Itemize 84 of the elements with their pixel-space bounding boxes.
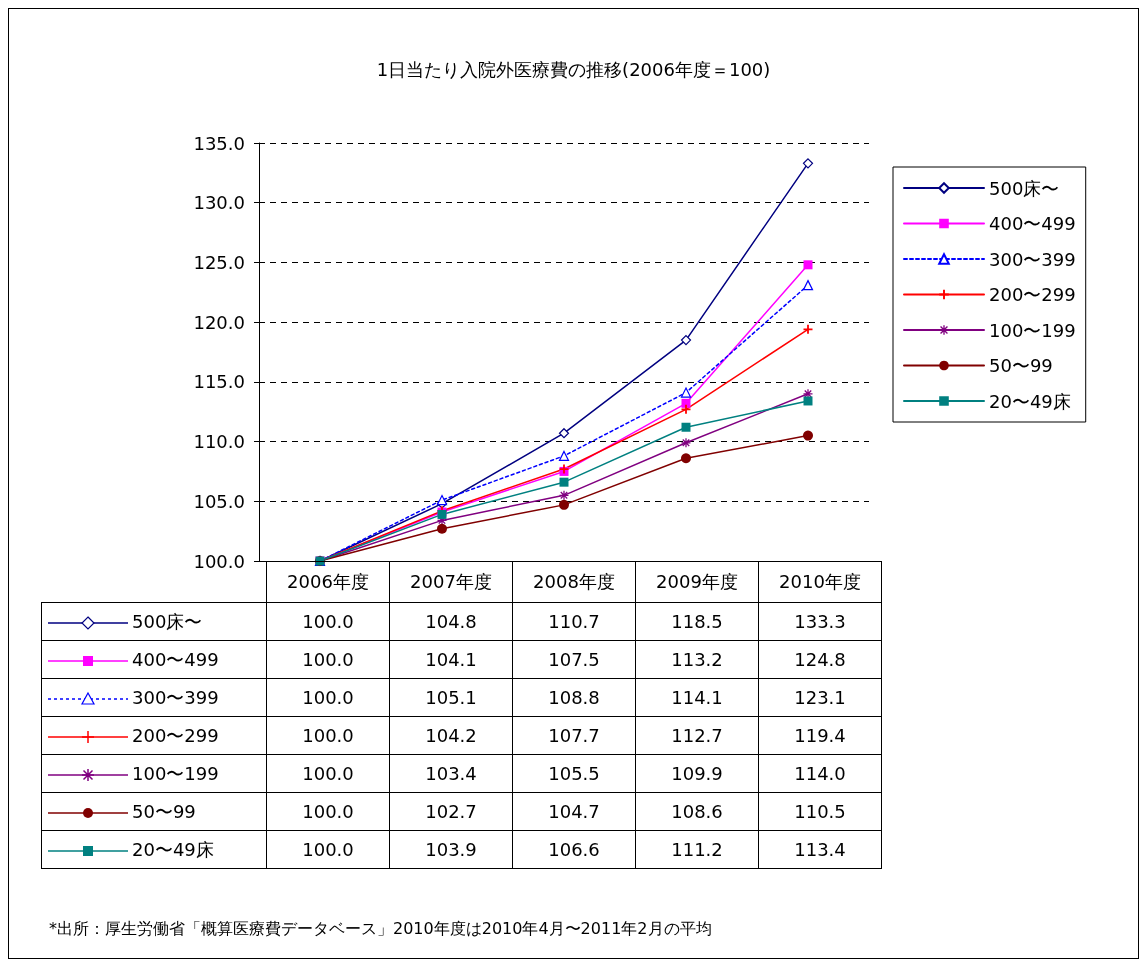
point — [802, 280, 814, 291]
point — [437, 523, 447, 534]
legend-label: 500床〜 — [132, 610, 203, 632]
point — [559, 499, 569, 510]
data-label: 112.7 — [635, 716, 759, 755]
x-tick-label: 2006年度 — [266, 561, 390, 603]
y-tick-label: 135.0 — [193, 132, 245, 154]
x-tick-label: 2007年度 — [389, 561, 513, 603]
data-label: 104.1 — [389, 640, 513, 679]
x-tick-label: 2010年度 — [758, 561, 882, 603]
point — [681, 422, 691, 432]
y-tick-label: 120.0 — [193, 311, 245, 333]
text: 400〜499 — [989, 213, 1076, 234]
text: *出所：厚生労働省「概算医療費データベース」2010年度は2010年4月〜2011年2月の平均 — [49, 919, 712, 940]
legend-label: 400〜499 — [132, 648, 219, 670]
text: 20〜49床 — [132, 838, 214, 860]
legend-label: 20〜49床 — [989, 390, 1071, 412]
data-label: 100.0 — [266, 792, 390, 831]
data-label: 105.5 — [512, 754, 636, 793]
data-label: 110.7 — [512, 602, 636, 641]
point — [559, 477, 569, 487]
legend-label: 300〜399 — [132, 686, 219, 708]
data-label: 113.2 — [635, 640, 759, 679]
point — [681, 453, 691, 464]
data-label: 104.8 — [389, 602, 513, 641]
data-label: 100.0 — [266, 716, 390, 755]
point — [681, 398, 691, 408]
y-tick-label: 115.0 — [193, 371, 245, 393]
point — [802, 158, 814, 169]
data-label: 114.0 — [758, 754, 882, 793]
data-label: 105.1 — [389, 678, 513, 717]
point — [559, 490, 569, 500]
point — [680, 387, 692, 398]
data-label: 107.7 — [512, 716, 636, 755]
x-tick-label: 2008年度 — [512, 561, 636, 603]
text: 100〜199 — [132, 762, 219, 784]
point — [803, 324, 813, 334]
text: 50〜99 — [132, 800, 196, 822]
legend-label: 100〜199 — [989, 319, 1076, 341]
data-label: 100.0 — [266, 678, 390, 717]
point — [803, 430, 813, 441]
y-tick-label: 125.0 — [193, 251, 245, 273]
data-label: 104.2 — [389, 716, 513, 755]
point — [680, 334, 692, 346]
data-label: 123.1 — [758, 678, 882, 717]
data-label: 111.2 — [635, 830, 759, 869]
text: 200〜299 — [132, 724, 219, 746]
legend-label: 200〜299 — [989, 284, 1076, 305]
x-tick-label: 2009年度 — [635, 561, 759, 603]
point — [803, 396, 813, 406]
data-label: 106.6 — [512, 830, 636, 869]
text: 300〜399 — [989, 248, 1076, 270]
data-label: 100.0 — [266, 602, 390, 641]
y-tick-label: 105.0 — [193, 490, 245, 512]
chart-title: 1日当たり入院外医療費の推移(2006年度＝100) — [376, 58, 771, 80]
data-label: 118.5 — [635, 602, 759, 641]
data-label: 133.3 — [758, 602, 882, 641]
data-label: 103.9 — [389, 830, 513, 869]
point — [681, 404, 691, 414]
y-tick-label: 130.0 — [193, 192, 245, 214]
legend-label: 50〜99 — [989, 355, 1053, 376]
data-label: 100.0 — [266, 754, 390, 793]
point — [803, 260, 813, 270]
data-label: 107.5 — [512, 640, 636, 679]
data-label: 103.4 — [389, 754, 513, 793]
data-label: 102.7 — [389, 792, 513, 831]
data-label: 100.0 — [266, 830, 390, 869]
data-label: 104.7 — [512, 792, 636, 831]
data-label: 108.8 — [512, 678, 636, 717]
data-label: 119.4 — [758, 716, 882, 755]
data-label: 113.4 — [758, 830, 882, 869]
point — [681, 438, 691, 448]
point — [436, 494, 448, 506]
data-label: 108.6 — [635, 792, 759, 831]
data-label: 110.5 — [758, 792, 882, 831]
y-tick-label: 100.0 — [193, 550, 245, 572]
data-label: 109.9 — [635, 754, 759, 793]
point — [558, 428, 570, 439]
y-tick-label: 110.0 — [193, 431, 245, 453]
data-label: 100.0 — [266, 640, 390, 679]
data-label: 124.8 — [758, 640, 882, 679]
data-label: 114.1 — [635, 678, 759, 717]
text: 500床〜 — [989, 177, 1060, 199]
point — [558, 450, 570, 461]
